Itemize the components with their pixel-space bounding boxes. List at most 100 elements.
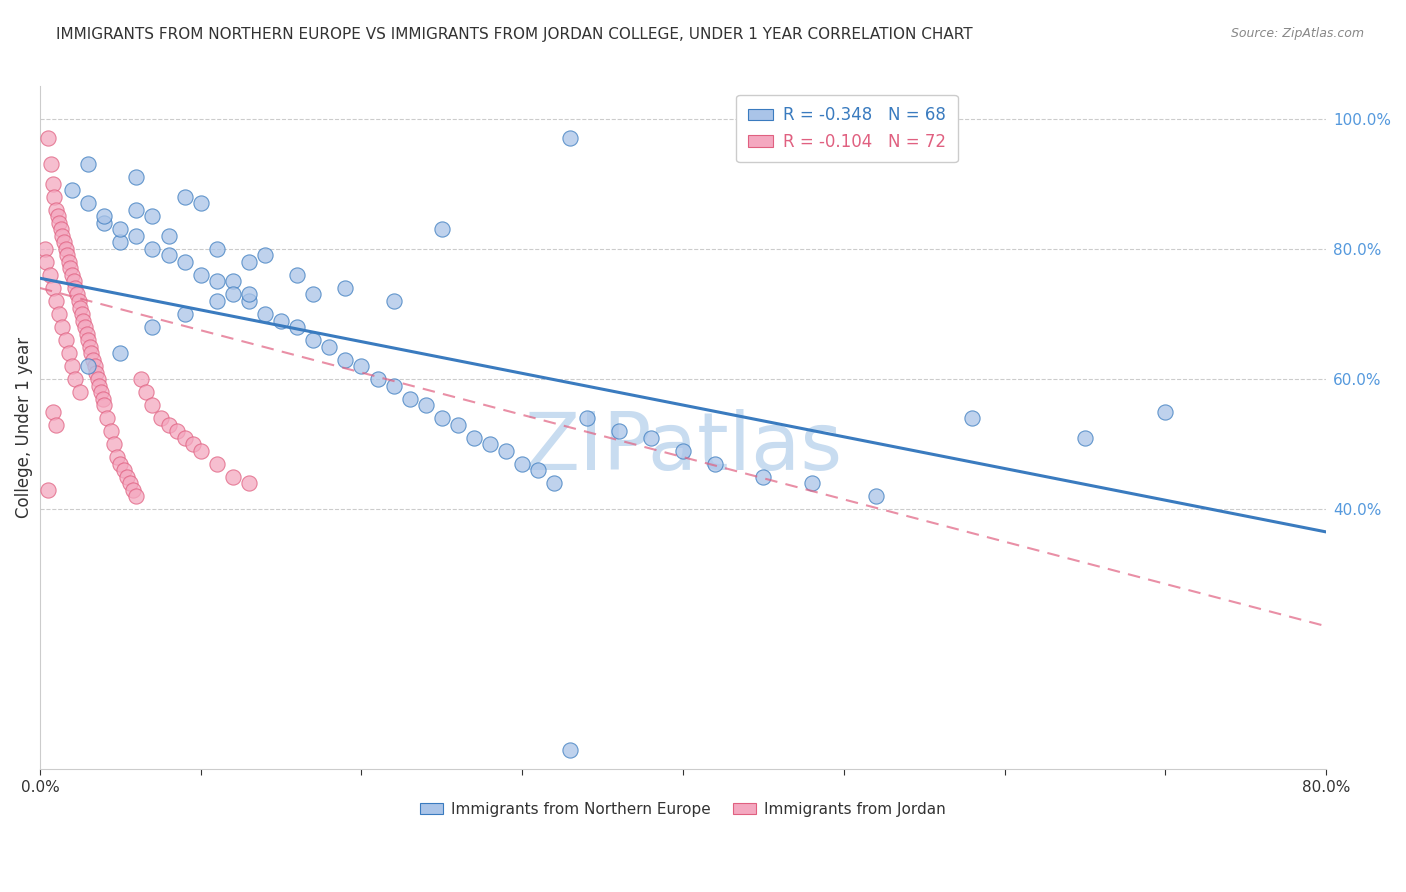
Point xyxy=(495,443,517,458)
Point xyxy=(382,293,405,308)
Point xyxy=(430,411,453,425)
Point xyxy=(335,281,357,295)
Point xyxy=(125,202,148,217)
Point xyxy=(60,359,83,373)
Point xyxy=(607,424,630,438)
Point xyxy=(205,275,228,289)
Text: IMMIGRANTS FROM NORTHERN EUROPE VS IMMIGRANTS FROM JORDAN COLLEGE, UNDER 1 YEAR : IMMIGRANTS FROM NORTHERN EUROPE VS IMMIG… xyxy=(56,27,973,42)
Point xyxy=(752,469,775,483)
Point xyxy=(118,476,141,491)
Point xyxy=(238,255,260,269)
Point xyxy=(77,359,100,373)
Point xyxy=(55,333,77,347)
Point xyxy=(42,281,65,295)
Point xyxy=(479,437,502,451)
Point xyxy=(173,431,195,445)
Point xyxy=(39,157,62,171)
Point xyxy=(70,307,93,321)
Point xyxy=(335,352,357,367)
Point xyxy=(415,398,437,412)
Point xyxy=(122,483,145,497)
Point xyxy=(79,339,101,353)
Point xyxy=(34,242,56,256)
Point xyxy=(58,346,80,360)
Point xyxy=(103,437,125,451)
Point xyxy=(527,463,550,477)
Point xyxy=(66,287,89,301)
Point xyxy=(112,463,135,477)
Point xyxy=(129,372,152,386)
Point xyxy=(238,293,260,308)
Point xyxy=(69,385,91,400)
Point xyxy=(672,443,695,458)
Point xyxy=(173,307,195,321)
Point xyxy=(382,378,405,392)
Point xyxy=(96,411,118,425)
Point xyxy=(65,281,87,295)
Point xyxy=(800,476,823,491)
Point xyxy=(190,268,212,282)
Point xyxy=(190,443,212,458)
Point xyxy=(87,372,110,386)
Point xyxy=(100,424,122,438)
Point xyxy=(60,183,83,197)
Point xyxy=(65,372,87,386)
Point xyxy=(463,431,485,445)
Point xyxy=(302,287,325,301)
Point xyxy=(77,333,100,347)
Point xyxy=(398,392,420,406)
Point xyxy=(157,417,180,432)
Point xyxy=(222,287,245,301)
Point xyxy=(105,450,128,464)
Point xyxy=(157,248,180,262)
Point xyxy=(149,411,172,425)
Point xyxy=(37,131,59,145)
Point xyxy=(640,431,662,445)
Point xyxy=(125,229,148,244)
Point xyxy=(48,307,70,321)
Point xyxy=(73,320,96,334)
Point xyxy=(37,483,59,497)
Point xyxy=(51,320,73,334)
Point xyxy=(270,313,292,327)
Point xyxy=(77,196,100,211)
Point xyxy=(367,372,389,386)
Point xyxy=(90,385,112,400)
Point xyxy=(285,268,308,282)
Point xyxy=(285,320,308,334)
Point xyxy=(72,313,94,327)
Point xyxy=(93,216,115,230)
Point xyxy=(89,378,111,392)
Point xyxy=(253,307,276,321)
Point xyxy=(1074,431,1097,445)
Point xyxy=(93,210,115,224)
Point xyxy=(135,385,157,400)
Point xyxy=(44,190,66,204)
Point xyxy=(110,346,132,360)
Point xyxy=(447,417,470,432)
Point xyxy=(67,293,90,308)
Point xyxy=(45,202,67,217)
Point xyxy=(93,398,115,412)
Point xyxy=(35,255,58,269)
Point xyxy=(173,190,195,204)
Point xyxy=(110,235,132,250)
Point xyxy=(80,346,103,360)
Point xyxy=(42,404,65,418)
Point xyxy=(173,255,195,269)
Point xyxy=(58,255,80,269)
Point xyxy=(56,248,79,262)
Point xyxy=(46,210,69,224)
Point xyxy=(560,131,582,145)
Point xyxy=(51,229,73,244)
Point xyxy=(55,242,77,256)
Point xyxy=(59,261,82,276)
Point xyxy=(865,489,887,503)
Point xyxy=(350,359,373,373)
Point xyxy=(141,210,163,224)
Text: Source: ZipAtlas.com: Source: ZipAtlas.com xyxy=(1230,27,1364,40)
Point xyxy=(181,437,204,451)
Text: ZIPatlas: ZIPatlas xyxy=(524,409,842,487)
Point xyxy=(222,469,245,483)
Point xyxy=(166,424,188,438)
